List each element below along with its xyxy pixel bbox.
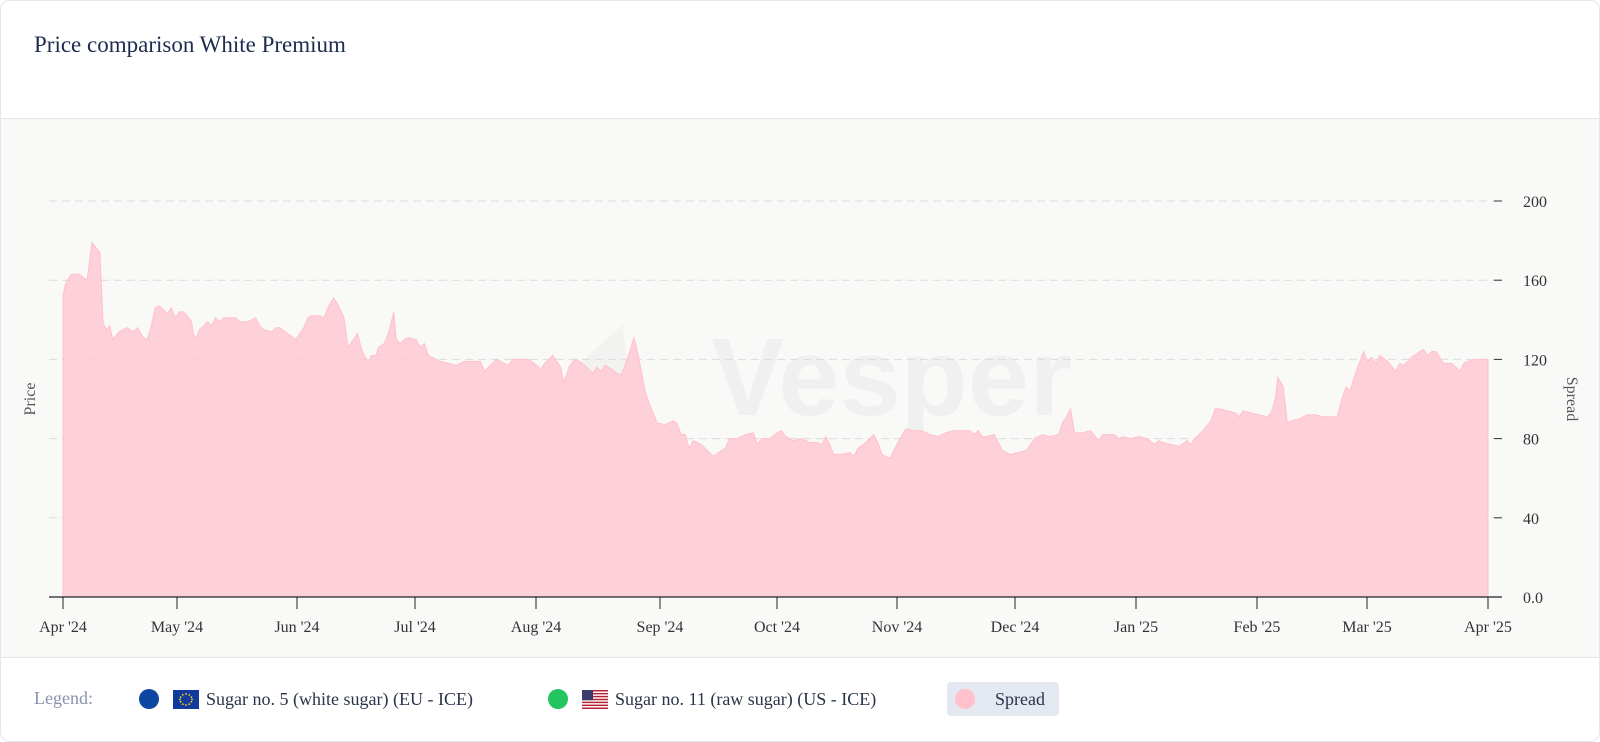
legend-item-label: Sugar no. 5 (white sugar) (EU - ICE) bbox=[206, 688, 473, 709]
x-tick-label: Mar '25 bbox=[1342, 619, 1392, 636]
x-tick-label: Jul '24 bbox=[394, 619, 436, 636]
y-tick-label: 0.0 bbox=[1523, 590, 1543, 607]
y-tick-label: 80 bbox=[1523, 432, 1539, 449]
x-tick-label: Dec '24 bbox=[991, 619, 1040, 636]
x-tick-label: Feb '25 bbox=[1234, 619, 1281, 636]
series-color-dot bbox=[548, 689, 568, 709]
y-tick-label: 200 bbox=[1523, 194, 1547, 211]
y-tick-label: 120 bbox=[1523, 352, 1547, 369]
x-tick-label: Oct '24 bbox=[754, 619, 800, 636]
x-tick-label: May '24 bbox=[151, 619, 203, 636]
x-tick-label: Nov '24 bbox=[872, 619, 922, 636]
y-tick-label: 160 bbox=[1523, 273, 1547, 290]
series-color-dot bbox=[139, 689, 159, 709]
chart-area: Vesper 0.0 40 80 120 160 200 Apr '24 May '24 Jun … bbox=[1, 119, 1599, 658]
legend-item-spread[interactable]: Spread bbox=[947, 682, 1059, 716]
y2-axis-title: Spread bbox=[1563, 377, 1580, 421]
x-tick-label: Apr '24 bbox=[39, 619, 87, 636]
legend-item-raw-sugar[interactable]: Sugar no. 11 (raw sugar) (US - ICE) bbox=[548, 682, 876, 716]
card-header: Price comparison White Premium bbox=[1, 1, 1599, 119]
x-tick-label: Jun '24 bbox=[274, 619, 319, 636]
legend-item-white-sugar[interactable]: Sugar no. 5 (white sugar) (EU - ICE) bbox=[139, 682, 473, 716]
legend-item-label: Spread bbox=[995, 688, 1045, 709]
series-color-dot bbox=[955, 689, 975, 709]
y-axis-title: Price bbox=[22, 383, 39, 416]
chart-title: Price comparison White Premium bbox=[34, 32, 346, 57]
spread-area bbox=[62, 241, 1489, 598]
x-tick-label: Jan '25 bbox=[1114, 619, 1158, 636]
legend: Legend: Sugar no. 5 (white sugar) (EU - … bbox=[1, 658, 1599, 741]
us-flag-icon bbox=[582, 689, 608, 709]
legend-item-label: Sugar no. 11 (raw sugar) (US - ICE) bbox=[615, 688, 877, 709]
x-tick-label: Sep '24 bbox=[637, 619, 684, 636]
eu-flag-icon bbox=[173, 689, 199, 709]
watermark-text: Vesper bbox=[711, 316, 1072, 439]
y-tick-label: 40 bbox=[1523, 511, 1539, 528]
x-tick-label: Aug '24 bbox=[511, 619, 561, 636]
x-tick-label: Apr '25 bbox=[1464, 619, 1512, 636]
legend-label: Legend: bbox=[34, 688, 93, 708]
price-spread-chart: Vesper 0.0 40 80 120 160 200 Apr '24 May '24 Jun … bbox=[22, 194, 1580, 636]
